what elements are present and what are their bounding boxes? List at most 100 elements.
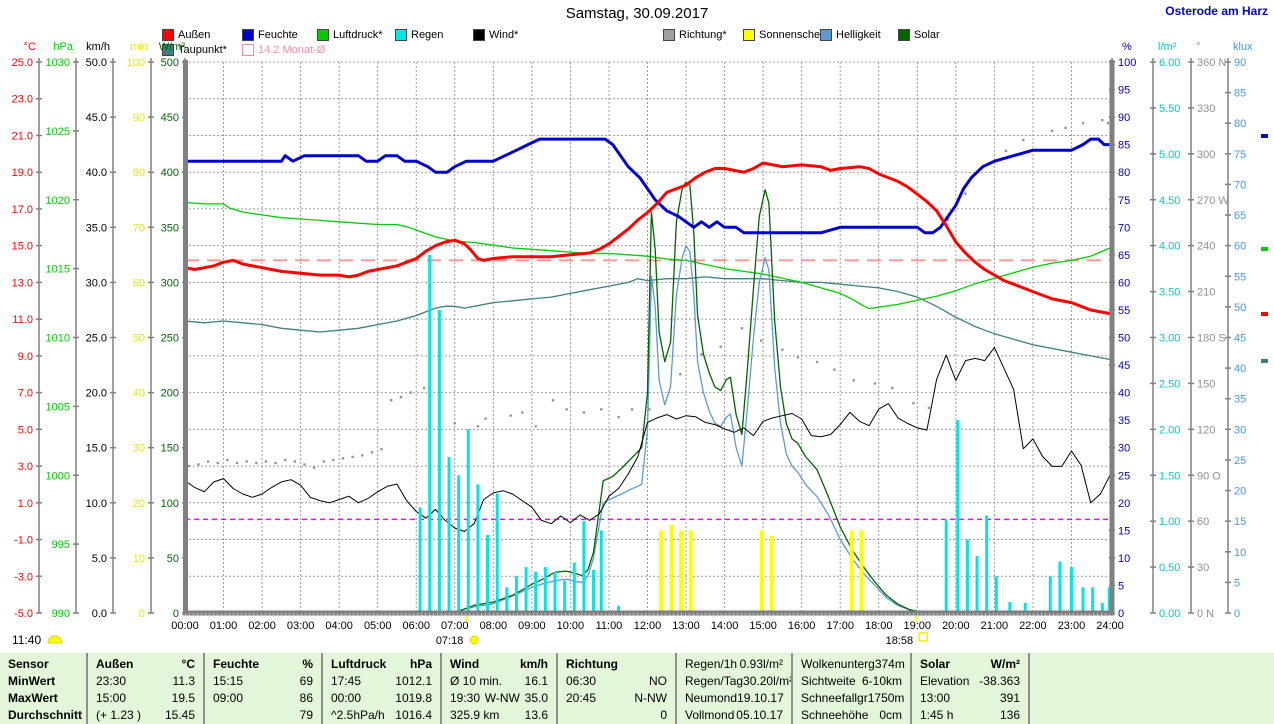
stat-column-2: Feuchte% 15:15 69 09:00 86 79 xyxy=(205,653,323,724)
stat-text: 06:30 xyxy=(566,673,597,688)
legend-swatch-feuchte xyxy=(242,29,254,41)
stat-text: 79 xyxy=(299,707,313,722)
axis-tick-label: 1.50 xyxy=(1159,470,1180,482)
stat-text: Ø 10 min. xyxy=(450,673,503,688)
stat-text: W-NW xyxy=(484,690,520,705)
stat-column-3: Luftdruck hPa 17:45 1012.1 00:00 1019.8 ^2.5hP… xyxy=(323,653,442,724)
stat-text: NO xyxy=(649,673,667,688)
axis-tick-label: 400 xyxy=(161,167,179,179)
stat-text: Durchschnitt xyxy=(8,707,83,722)
stat-text: 1:45 h xyxy=(920,707,954,722)
stat-cell: Außen °C xyxy=(88,655,203,672)
legend-item-aussen: Außen xyxy=(162,29,210,41)
axis-tick-label: 150 xyxy=(1197,378,1215,390)
stat-text: 0cm xyxy=(879,707,902,722)
axis-tick-label: 500 xyxy=(161,57,179,69)
generated-time: 11:40 xyxy=(12,633,41,647)
svg-text:09:00: 09:00 xyxy=(518,620,546,632)
stat-cell: 19:30 W-NW 35.0 xyxy=(442,689,556,706)
stat-text: 1016.4 xyxy=(395,707,432,722)
axis-tick-label: 60 xyxy=(1118,277,1130,289)
x-axis-labels: 00:00 01:00 02:00 03:00 04:00 05:00 06:00 07:00… xyxy=(171,620,1124,632)
stat-text: 11.3 xyxy=(172,673,195,688)
legend-swatch-helligkeit xyxy=(820,29,832,41)
svg-text:00:00: 00:00 xyxy=(171,620,199,632)
axis-tick-label: 0.0 xyxy=(92,608,107,620)
stat-text: 20:45 xyxy=(566,690,597,705)
sunset-time: 18:58 xyxy=(886,635,914,647)
axis-tick-label: 3.50 xyxy=(1159,287,1180,299)
axis-tick-label: 3.0 xyxy=(18,461,33,473)
legend-swatch-taupunkt xyxy=(162,44,174,56)
axis-unit-label: °C xyxy=(24,41,36,53)
axis-°: 360 N 330 300 270 W 240 210 180 S 150 120 90 O 60 3… xyxy=(1188,41,1229,620)
stat-cell: Wind km/h xyxy=(442,655,556,672)
svg-text:22:00: 22:00 xyxy=(1019,620,1047,632)
axis-tick-label: 25.0 xyxy=(12,57,33,69)
svg-text:11:00: 11:00 xyxy=(596,620,623,632)
stat-text: Solar xyxy=(920,656,951,671)
stat-cell: 23:30 11.3 xyxy=(88,672,203,689)
stat-text: 30.20l/m² xyxy=(743,673,791,688)
stat-cell: 0 xyxy=(558,706,675,723)
stat-cell: Schneehöhe 0cm xyxy=(793,706,910,723)
stat-text: Schneehöhe xyxy=(801,707,869,722)
series-aussen xyxy=(184,161,1111,316)
axis-tick-label: 6.00 xyxy=(1159,57,1180,69)
axis-tick-label: -1.0 xyxy=(14,535,33,547)
axis-tick-label: -5.0 xyxy=(14,608,33,620)
svg-text:14:00: 14:00 xyxy=(711,620,739,632)
axis-tick-label: 55 xyxy=(1234,271,1246,283)
stat-text: 15:00 xyxy=(96,690,127,705)
axis-tick-label: 90 xyxy=(133,112,145,124)
stat-text: Feuchte xyxy=(213,656,260,671)
axis-tick-label: 300 xyxy=(1197,149,1215,161)
axis-tick-label: 90 xyxy=(1118,112,1130,124)
axis-tick-label: 9.0 xyxy=(18,351,33,363)
stat-cell: 15:15 69 xyxy=(205,672,321,689)
axis-tick-label: 10 xyxy=(133,553,145,565)
sunset-icon xyxy=(918,632,928,642)
svg-text:18:00: 18:00 xyxy=(865,620,893,632)
legend-swatch-regen xyxy=(395,29,407,41)
axis-tick-label: 55 xyxy=(1118,305,1130,317)
stat-cell: Regen/Tag 30.20l/m² xyxy=(677,672,791,689)
stat-text: Neumond xyxy=(685,690,738,705)
sunrise-icon xyxy=(469,635,479,645)
axis-tick-label: 10 xyxy=(1234,547,1246,559)
axis-tick-label: 21.0 xyxy=(12,130,33,142)
legend-label: Außen xyxy=(178,29,211,41)
sun-icon xyxy=(47,635,63,644)
stat-column-filler xyxy=(1030,653,1274,724)
stat-text: Außen xyxy=(96,656,134,671)
axis-tick-label: 450 xyxy=(161,112,179,124)
stat-text: 19:30 xyxy=(450,690,481,705)
axis-tick-label: 995 xyxy=(52,539,70,551)
axis-tick-label: 20 xyxy=(1234,486,1246,498)
stat-cell: 17:45 1012.1 xyxy=(323,672,440,689)
axis-tick-label: 60 xyxy=(1234,241,1246,253)
stat-text: 19.5 xyxy=(171,690,195,705)
legend-item-feuchte: Feuchte xyxy=(242,29,298,41)
axis-tick-label: 15 xyxy=(1234,516,1246,528)
stat-cell: Elevation -38.363 xyxy=(912,672,1028,689)
stat-cell: 15:00 19.5 xyxy=(88,689,203,706)
axis-unit-label: W/m² xyxy=(159,41,186,53)
axis-tick-label: 75 xyxy=(1234,149,1246,161)
legend-label: Feuchte xyxy=(258,29,298,41)
stat-text: 13:00 xyxy=(920,690,951,705)
stat-text: 00:00 xyxy=(331,690,362,705)
stat-text: 86 xyxy=(299,690,313,705)
axis-tick-label: 1015 xyxy=(46,264,70,276)
axis-tick-label: 5.0 xyxy=(92,553,107,565)
series-wind xyxy=(184,346,1111,532)
stat-text: N-NW xyxy=(634,690,667,705)
stat-cell: 79 xyxy=(205,706,321,723)
axis-tick-label: 15.0 xyxy=(86,443,107,455)
series-solar xyxy=(450,181,1110,614)
stat-text: MaxWert xyxy=(8,690,58,705)
legend-label: Taupunkt* xyxy=(178,44,227,56)
